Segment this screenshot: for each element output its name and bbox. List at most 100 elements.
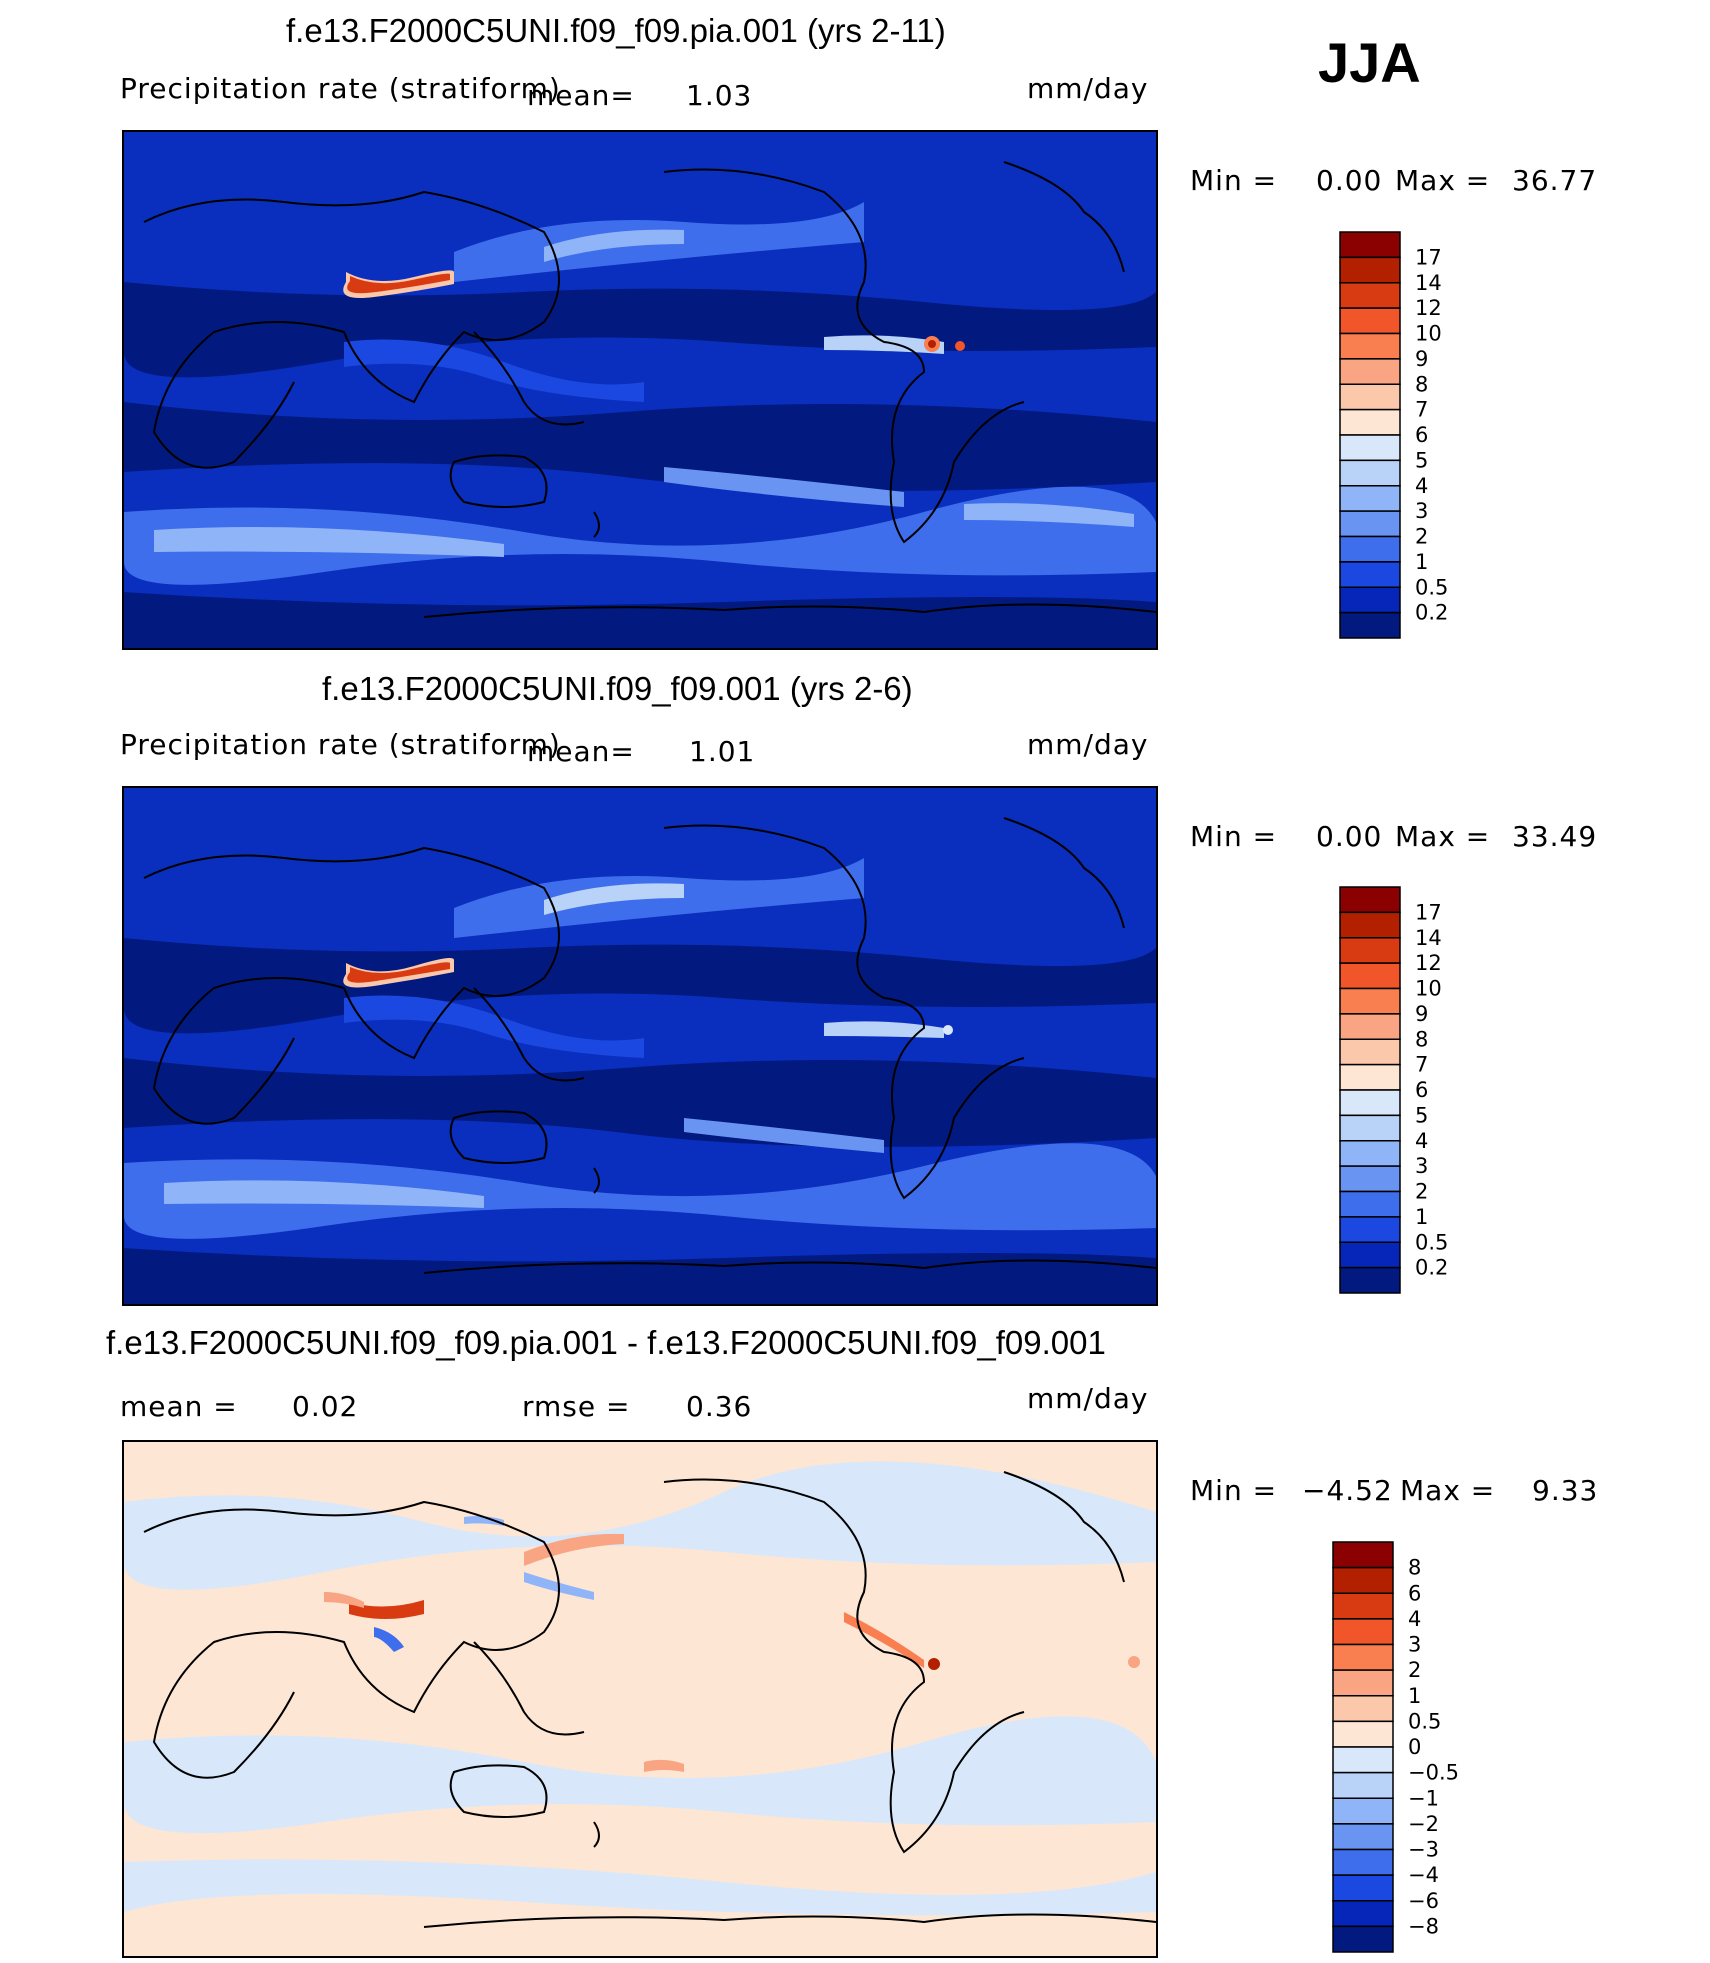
colorbar-tick-label: 1	[1415, 550, 1428, 574]
panel2-units: mm/day	[1027, 728, 1149, 761]
colorbar-swatch	[1339, 1190, 1401, 1218]
panel3-title: f.e13.F2000C5UNI.f09_f09.pia.001 - f.e13…	[106, 1324, 1106, 1361]
colorbar-swatch	[1332, 1669, 1394, 1697]
colorbar-tick-label: 1	[1415, 1205, 1428, 1229]
colorbar-tick-label: 8	[1408, 1556, 1421, 1580]
colorbar-tick-label: 12	[1415, 951, 1442, 975]
colorbar-tick-label: 9	[1415, 347, 1428, 371]
panel2-map-svg	[124, 788, 1156, 1304]
colorbar-swatch	[1339, 332, 1401, 360]
panel1-min-label: Min =	[1190, 164, 1278, 197]
colorbar-tick-label: 8	[1415, 1027, 1428, 1051]
colorbar-tick-label: 0.5	[1415, 575, 1448, 599]
colorbar-swatch	[1339, 987, 1401, 1015]
colorbar-tick-label: 4	[1415, 474, 1428, 498]
colorbar-swatch	[1332, 1848, 1394, 1876]
colorbar-swatch	[1332, 1771, 1394, 1799]
colorbar-tick-label: 0.5	[1408, 1709, 1441, 1733]
colorbar-tick-label: 6	[1408, 1581, 1421, 1605]
colorbar-tick-label: 8	[1415, 372, 1428, 396]
panel1-units: mm/day	[1027, 72, 1149, 105]
colorbar-swatch	[1332, 1592, 1394, 1620]
colorbar-tick-label: 2	[1408, 1658, 1421, 1682]
colorbar-tick-label: −6	[1408, 1889, 1439, 1913]
colorbar-swatch	[1339, 1089, 1401, 1117]
panel2-min-value: 0.00	[1316, 820, 1383, 853]
panel1-max-value: 36.77	[1512, 164, 1598, 197]
colorbar-tick-label: 14	[1415, 926, 1442, 950]
panel3-rmse-value: 0.36	[686, 1390, 753, 1423]
colorbar-swatch	[1339, 434, 1401, 462]
panel1-max-label: Max =	[1395, 164, 1491, 197]
colorbar-swatch	[1339, 1266, 1401, 1294]
season-label: JJA	[1318, 31, 1421, 94]
panel1-min-value: 0.00	[1316, 164, 1383, 197]
colorbar-tick-label: 0.2	[1415, 1256, 1448, 1280]
colorbar-swatch	[1332, 1797, 1394, 1825]
colorbar-swatch	[1339, 459, 1401, 487]
colorbar-swatch	[1339, 611, 1401, 639]
colorbar-tick-label: −4	[1408, 1863, 1439, 1887]
panel2-title: f.e13.F2000C5UNI.f09_f09.001 (yrs 2-6)	[322, 670, 913, 707]
colorbar-swatch	[1339, 586, 1401, 614]
panel2-min-label: Min =	[1190, 820, 1278, 853]
colorbar-swatch	[1332, 1566, 1394, 1594]
colorbar-tick-label: 5	[1415, 1103, 1428, 1127]
colorbar-tick-label: 3	[1408, 1633, 1421, 1657]
panel3-min-label: Min =	[1190, 1474, 1278, 1507]
panel1-variable: Precipitation rate (stratiform)	[120, 72, 561, 105]
colorbar-swatch	[1339, 256, 1401, 284]
panel3-mean-value: 0.02	[292, 1390, 359, 1423]
colorbar-swatch	[1339, 962, 1401, 990]
panel2-variable: Precipitation rate (stratiform)	[120, 728, 561, 761]
colorbar-swatch	[1339, 1114, 1401, 1142]
panel1-colorbar: 17 14 12 10 9 8 7 6 5 4 3 2 1 0.5 0.2	[1339, 231, 1459, 644]
colorbar-swatch	[1339, 1038, 1401, 1066]
colorbar-tick-label: −3	[1408, 1838, 1439, 1862]
colorbar-swatch	[1339, 535, 1401, 563]
panel3-units: mm/day	[1027, 1382, 1149, 1415]
colorbar-swatch	[1339, 307, 1401, 335]
colorbar-tick-label: 2	[1415, 1180, 1428, 1204]
panel1-map-svg	[124, 132, 1156, 648]
colorbar-swatch	[1339, 937, 1401, 964]
colorbar-tick-label: 0.2	[1415, 601, 1448, 625]
colorbar-tick-label: 17	[1415, 900, 1442, 924]
colorbar-swatch	[1339, 1216, 1401, 1243]
colorbar-tick-label: 3	[1415, 499, 1428, 523]
colorbar-tick-label: −1	[1408, 1786, 1439, 1810]
colorbar-swatch	[1339, 1013, 1401, 1040]
panel2-mean-label: mean=	[527, 735, 635, 768]
colorbar-tick-label: 7	[1415, 398, 1428, 422]
panel2-max-value: 33.49	[1512, 820, 1598, 853]
colorbar-tick-label: 10	[1415, 977, 1442, 1001]
colorbar-tick-label: 1	[1408, 1684, 1421, 1708]
colorbar-swatch	[1339, 1063, 1401, 1091]
colorbar-tick-label: 0	[1408, 1735, 1421, 1759]
colorbar-tick-label: 17	[1415, 245, 1442, 269]
panel3-min-value: −4.52	[1302, 1474, 1393, 1507]
panel3-colorbar: 8 6 4 3 2 1 0.5 0 −0.5 −1 −2 −3 −4 −6 −8	[1332, 1541, 1462, 1958]
panel3-map-svg	[124, 1442, 1156, 1956]
panel1-title: f.e13.F2000C5UNI.f09_f09.pia.001 (yrs 2-…	[286, 12, 946, 49]
colorbar-tick-label: 12	[1415, 296, 1442, 320]
colorbar-swatch	[1332, 1643, 1394, 1671]
colorbar-swatch	[1339, 231, 1401, 259]
colorbar-swatch	[1339, 510, 1401, 538]
colorbar-tick-label: 14	[1415, 271, 1442, 295]
panel3-max-label: Max =	[1400, 1474, 1496, 1507]
panel3-map	[122, 1440, 1158, 1958]
colorbar-swatch	[1339, 1140, 1401, 1167]
panel3-max-value: 9.33	[1532, 1474, 1599, 1507]
colorbar-swatch	[1339, 282, 1401, 309]
panel1-mean-value: 1.03	[686, 79, 753, 112]
colorbar-swatch	[1339, 1241, 1401, 1269]
colorbar-tick-label: 6	[1415, 1078, 1428, 1102]
panel2-max-label: Max =	[1395, 820, 1491, 853]
colorbar-tick-label: 2	[1415, 525, 1428, 549]
colorbar-swatch	[1332, 1874, 1394, 1902]
colorbar-swatch	[1339, 408, 1401, 436]
colorbar-tick-label: 3	[1415, 1154, 1428, 1178]
